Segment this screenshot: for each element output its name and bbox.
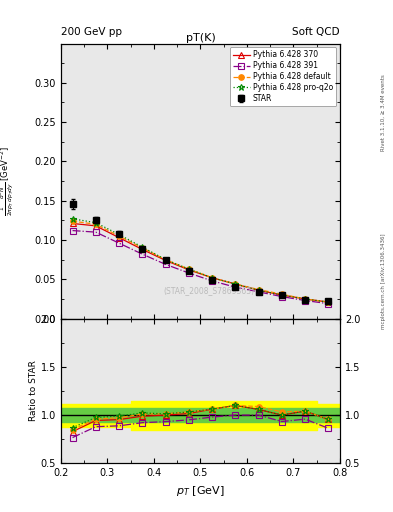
Pythia 6.428 391 (94, 229, 98, 235)
Pythia 6.428 391 (186, 270, 191, 276)
Line: Pythia 6.428 pro-q2o: Pythia 6.428 pro-q2o (69, 216, 332, 306)
Pythia 6.428 default (140, 245, 145, 251)
Pythia 6.428 default (117, 233, 121, 239)
Pythia 6.428 370 (279, 292, 284, 298)
Pythia 6.428 370 (163, 258, 168, 264)
Text: mcplots.cern.ch [arXiv:1306.3436]: mcplots.cern.ch [arXiv:1306.3436] (381, 234, 386, 329)
Pythia 6.428 370 (256, 287, 261, 293)
Pythia 6.428 pro-q2o (117, 231, 121, 238)
Line: Pythia 6.428 370: Pythia 6.428 370 (70, 221, 331, 305)
Pythia 6.428 391 (163, 261, 168, 267)
Pythia 6.428 default (163, 257, 168, 263)
Pythia 6.428 370 (303, 296, 307, 302)
Pythia 6.428 pro-q2o (233, 281, 238, 287)
Pythia 6.428 391 (303, 297, 307, 304)
Title: pT(K): pT(K) (185, 33, 215, 42)
Pythia 6.428 pro-q2o (256, 287, 261, 293)
Pythia 6.428 default (326, 299, 331, 305)
Pythia 6.428 391 (326, 301, 331, 307)
Pythia 6.428 391 (256, 289, 261, 295)
Pythia 6.428 370 (70, 221, 75, 227)
Pythia 6.428 370 (233, 281, 238, 287)
Pythia 6.428 pro-q2o (279, 292, 284, 298)
Pythia 6.428 default (233, 281, 238, 287)
Pythia 6.428 default (210, 274, 215, 281)
Pythia 6.428 pro-q2o (140, 244, 145, 250)
Pythia 6.428 pro-q2o (186, 266, 191, 272)
Pythia 6.428 391 (279, 293, 284, 300)
Line: Pythia 6.428 default: Pythia 6.428 default (70, 218, 331, 305)
Pythia 6.428 370 (326, 299, 331, 305)
X-axis label: $p_T$ [GeV]: $p_T$ [GeV] (176, 484, 225, 498)
Pythia 6.428 pro-q2o (326, 299, 331, 305)
Text: (STAR_2008_S7869363): (STAR_2008_S7869363) (163, 287, 254, 295)
Pythia 6.428 370 (140, 246, 145, 252)
Pythia 6.428 391 (140, 251, 145, 257)
Pythia 6.428 391 (70, 227, 75, 233)
Pythia 6.428 pro-q2o (210, 274, 215, 281)
Y-axis label: $\frac{1}{2\pi p_T}\frac{d^2N}{dp_T dy}$ [GeV$^{-2}$]: $\frac{1}{2\pi p_T}\frac{d^2N}{dp_T dy}$… (0, 146, 16, 216)
Pythia 6.428 default (303, 296, 307, 302)
Pythia 6.428 pro-q2o (70, 216, 75, 222)
Pythia 6.428 default (256, 286, 261, 292)
Pythia 6.428 default (186, 266, 191, 272)
Pythia 6.428 pro-q2o (94, 220, 98, 226)
Pythia 6.428 pro-q2o (163, 257, 168, 263)
Pythia 6.428 default (279, 291, 284, 297)
Text: 200 GeV pp: 200 GeV pp (61, 27, 122, 37)
Text: Soft QCD: Soft QCD (292, 27, 340, 37)
Pythia 6.428 391 (210, 278, 215, 284)
Pythia 6.428 370 (186, 267, 191, 273)
Pythia 6.428 370 (94, 223, 98, 229)
Pythia 6.428 370 (210, 274, 215, 281)
Legend: Pythia 6.428 370, Pythia 6.428 391, Pythia 6.428 default, Pythia 6.428 pro-q2o, : Pythia 6.428 370, Pythia 6.428 391, Pyth… (230, 47, 336, 106)
Pythia 6.428 391 (233, 284, 238, 290)
Pythia 6.428 pro-q2o (303, 296, 307, 302)
Pythia 6.428 default (94, 221, 98, 227)
Line: Pythia 6.428 391: Pythia 6.428 391 (70, 228, 331, 307)
Text: Rivet 3.1.10, ≥ 3.4M events: Rivet 3.1.10, ≥ 3.4M events (381, 74, 386, 151)
Pythia 6.428 default (70, 218, 75, 224)
Y-axis label: Ratio to STAR: Ratio to STAR (29, 360, 38, 421)
Pythia 6.428 370 (117, 234, 121, 241)
Pythia 6.428 391 (117, 240, 121, 246)
